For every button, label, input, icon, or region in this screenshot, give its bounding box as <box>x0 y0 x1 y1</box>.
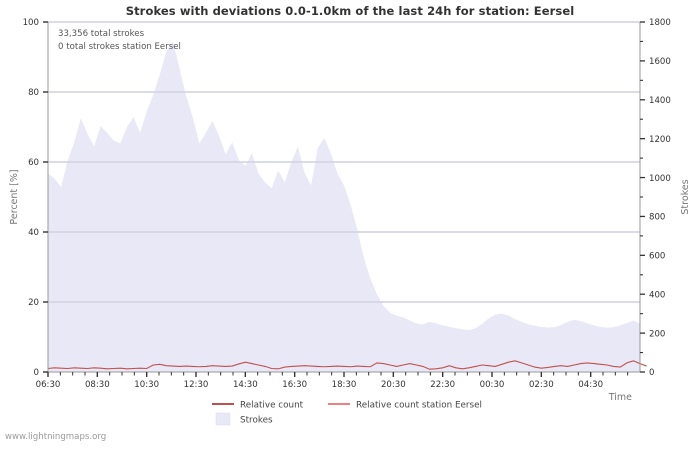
axis-right-tick-label: 600 <box>649 252 665 262</box>
axis-right-tick-label: 1400 <box>649 96 671 106</box>
legend-marker-swatch <box>215 412 231 426</box>
legend-label: Relative count <box>240 400 304 410</box>
axis-left-title: Percent [%] <box>9 169 20 224</box>
axis-x-tick-label: 22:30 <box>430 380 455 390</box>
axis-x-tick-label: 10:30 <box>134 380 159 390</box>
axis-x-tick-label: 02:30 <box>529 380 554 390</box>
axis-left-tick-label: 40 <box>28 228 39 238</box>
axis-right-tick-label: 400 <box>649 290 665 300</box>
axis-x-tick-label: 06:30 <box>36 380 61 390</box>
axis-right-tick-label: 0 <box>649 368 654 378</box>
axis-left-tick-label: 60 <box>28 158 39 168</box>
axis-right-tick-label: 800 <box>649 213 665 223</box>
axis-right-tick-label: 1600 <box>649 57 671 67</box>
footer-url: www.lightningmaps.org <box>5 432 107 442</box>
plot-annotation: 0 total strokes station Eersel <box>58 42 181 52</box>
axis-x-tick-label: 00:30 <box>480 380 505 390</box>
axis-x-tick-label: 20:30 <box>381 380 406 390</box>
axis-left-tick-label: 20 <box>28 298 39 308</box>
series-area-strokes <box>48 41 640 372</box>
legend-label: Relative count station Eersel <box>356 400 482 410</box>
axis-right-tick-label: 1800 <box>649 18 671 28</box>
axis-x-title: Time <box>608 392 632 403</box>
axis-x-tick-label: 04:30 <box>578 380 603 390</box>
axis-right-tick-label: 1200 <box>649 135 671 145</box>
legend-label: Strokes <box>240 415 273 425</box>
axis-right-tick-label: 1000 <box>649 174 671 184</box>
axis-left-tick-label: 80 <box>28 88 39 98</box>
series-line-relative-count <box>47 360 647 370</box>
axis-left-tick-label: 0 <box>34 368 39 378</box>
chart-title: Strokes with deviations 0.0-1.0km of the… <box>125 4 575 18</box>
axis-x-tick-label: 12:30 <box>184 380 209 390</box>
axis-left-tick-label: 100 <box>23 18 39 28</box>
axis-x-tick-label: 16:30 <box>282 380 307 390</box>
axis-x-tick-label: 14:30 <box>233 380 258 390</box>
axis-x-tick-label: 08:30 <box>85 380 110 390</box>
axis-right-tick-label: 200 <box>649 329 665 339</box>
axis-x-tick-label: 18:30 <box>332 380 357 390</box>
plot-annotation: 33,356 total strokes <box>58 29 145 39</box>
axis-right-title: Strokes <box>680 179 691 214</box>
